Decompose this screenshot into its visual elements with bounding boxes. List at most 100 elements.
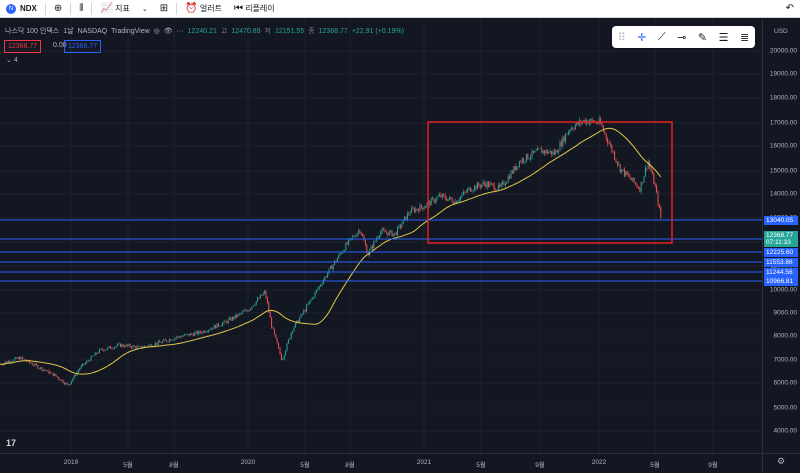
candle-body [381, 229, 383, 232]
candle-body [244, 310, 246, 312]
candle-body [65, 383, 67, 385]
candle-body [308, 301, 310, 305]
currency-label[interactable]: USD [774, 28, 788, 35]
sliders-icon[interactable]: ☰ [718, 30, 729, 44]
candle-body [233, 317, 235, 319]
text-lines-icon[interactable]: ≣ [739, 30, 750, 44]
candle-body [301, 313, 303, 315]
candle-body [395, 232, 397, 235]
candle-body [110, 346, 112, 349]
candle-body [68, 384, 70, 386]
candle-body [75, 375, 77, 376]
candle-body [175, 337, 177, 338]
trend-line-icon[interactable]: ⟋ [657, 30, 666, 43]
candle-body [100, 348, 102, 350]
crosshair-icon[interactable]: ✛ [637, 30, 647, 44]
candle-body [619, 164, 621, 173]
settings-gear-icon[interactable]: ⚙ [777, 457, 786, 467]
candle-body [223, 320, 225, 324]
candle-body [306, 305, 308, 312]
candle-body [145, 346, 147, 347]
tradingview-logo[interactable]: 17 [6, 438, 17, 448]
price-tag: 11244.56 [764, 268, 798, 277]
time-axis-label: 8월 [169, 462, 179, 469]
drag-handle-icon[interactable]: ⠿ [617, 30, 626, 44]
candle-body [336, 258, 338, 262]
candle-body [94, 352, 96, 356]
templates-button[interactable]: ⊞ [154, 0, 174, 18]
candle-body [527, 153, 529, 160]
candle-body [310, 299, 312, 302]
replay-button[interactable]: ⏮ 리플레이 [228, 0, 281, 18]
time-axis[interactable] [0, 453, 762, 473]
close-prefix: 종 [308, 28, 315, 35]
candle-body [339, 253, 341, 255]
candle-body [166, 340, 168, 342]
candle-body [271, 317, 273, 328]
candle-body [83, 363, 85, 365]
candle-body [423, 207, 425, 210]
candle-body [147, 345, 149, 347]
candle-body [546, 150, 548, 154]
chart-pane[interactable] [0, 19, 762, 453]
symbol-search[interactable]: N NDX [0, 0, 43, 18]
compare-button[interactable]: ⊕ [48, 0, 68, 18]
candle-body [366, 245, 368, 254]
interval-label[interactable]: 1날 [63, 28, 74, 35]
axis-settings[interactable]: ⚙ [762, 453, 800, 473]
candle-body [275, 334, 277, 339]
symbol-title[interactable]: 나스닥 100 인덱스 [5, 28, 60, 35]
candle-body [436, 197, 438, 201]
chart-type-button[interactable]: ⫴ [73, 0, 89, 18]
candle-body [443, 194, 445, 196]
high-prefix: 고 [220, 28, 228, 35]
undo-button[interactable]: ↶ [780, 0, 800, 18]
symbol-label: NDX [20, 4, 37, 13]
candle-body [650, 166, 652, 172]
candle-body [216, 323, 218, 329]
candle-body [530, 157, 532, 159]
candle-body [359, 230, 361, 233]
candle-body [565, 134, 567, 142]
alert-label: 얼러트 [199, 4, 222, 13]
time-axis-label: 2019 [63, 459, 79, 466]
candle-body [364, 240, 366, 246]
candle-body [192, 334, 194, 336]
candle-body [513, 166, 515, 174]
brush-icon[interactable]: ✎ [697, 30, 708, 44]
candle-body [230, 317, 232, 321]
candle-body [380, 231, 382, 236]
candle-body [159, 341, 161, 343]
candle-body [608, 143, 610, 144]
candle-body [178, 336, 180, 337]
candle-body [181, 336, 183, 338]
candle-body [334, 260, 336, 265]
candle-body [433, 198, 435, 203]
indicators-button[interactable]: 📈 지표 [94, 0, 135, 18]
candle-body [224, 320, 226, 322]
candle-body [217, 323, 219, 327]
candle-body [576, 121, 578, 126]
buy-price-box[interactable]: 12368.77 [64, 40, 102, 53]
sell-price-box[interactable]: 12368.77 [4, 40, 42, 53]
indicators-dropdown[interactable]: ⌄ [136, 0, 154, 18]
candle-body [307, 304, 309, 306]
price-chart[interactable] [0, 19, 762, 453]
horizontal-ray-icon[interactable]: ⊸ [677, 30, 687, 44]
candle-body [135, 346, 137, 349]
more-icon[interactable]: ··· [176, 27, 184, 35]
time-axis-label: 5월 [476, 462, 486, 469]
time-axis-label: 2022 [591, 459, 607, 466]
candle-body [345, 242, 347, 251]
alert-button[interactable]: ⏰ 얼러트 [179, 0, 228, 18]
candle-body [356, 233, 358, 237]
candle-body [40, 367, 42, 369]
candle-body [13, 359, 15, 362]
candle-body [278, 343, 280, 348]
candle-body [556, 150, 558, 153]
candle-body [545, 150, 547, 154]
horizontal-lines [0, 219, 762, 282]
visibility-eye-icon[interactable]: 👁 [163, 28, 173, 35]
candle-body [63, 382, 65, 385]
indicator-collapse-toggle[interactable]: ⌄ 4 [6, 57, 18, 64]
